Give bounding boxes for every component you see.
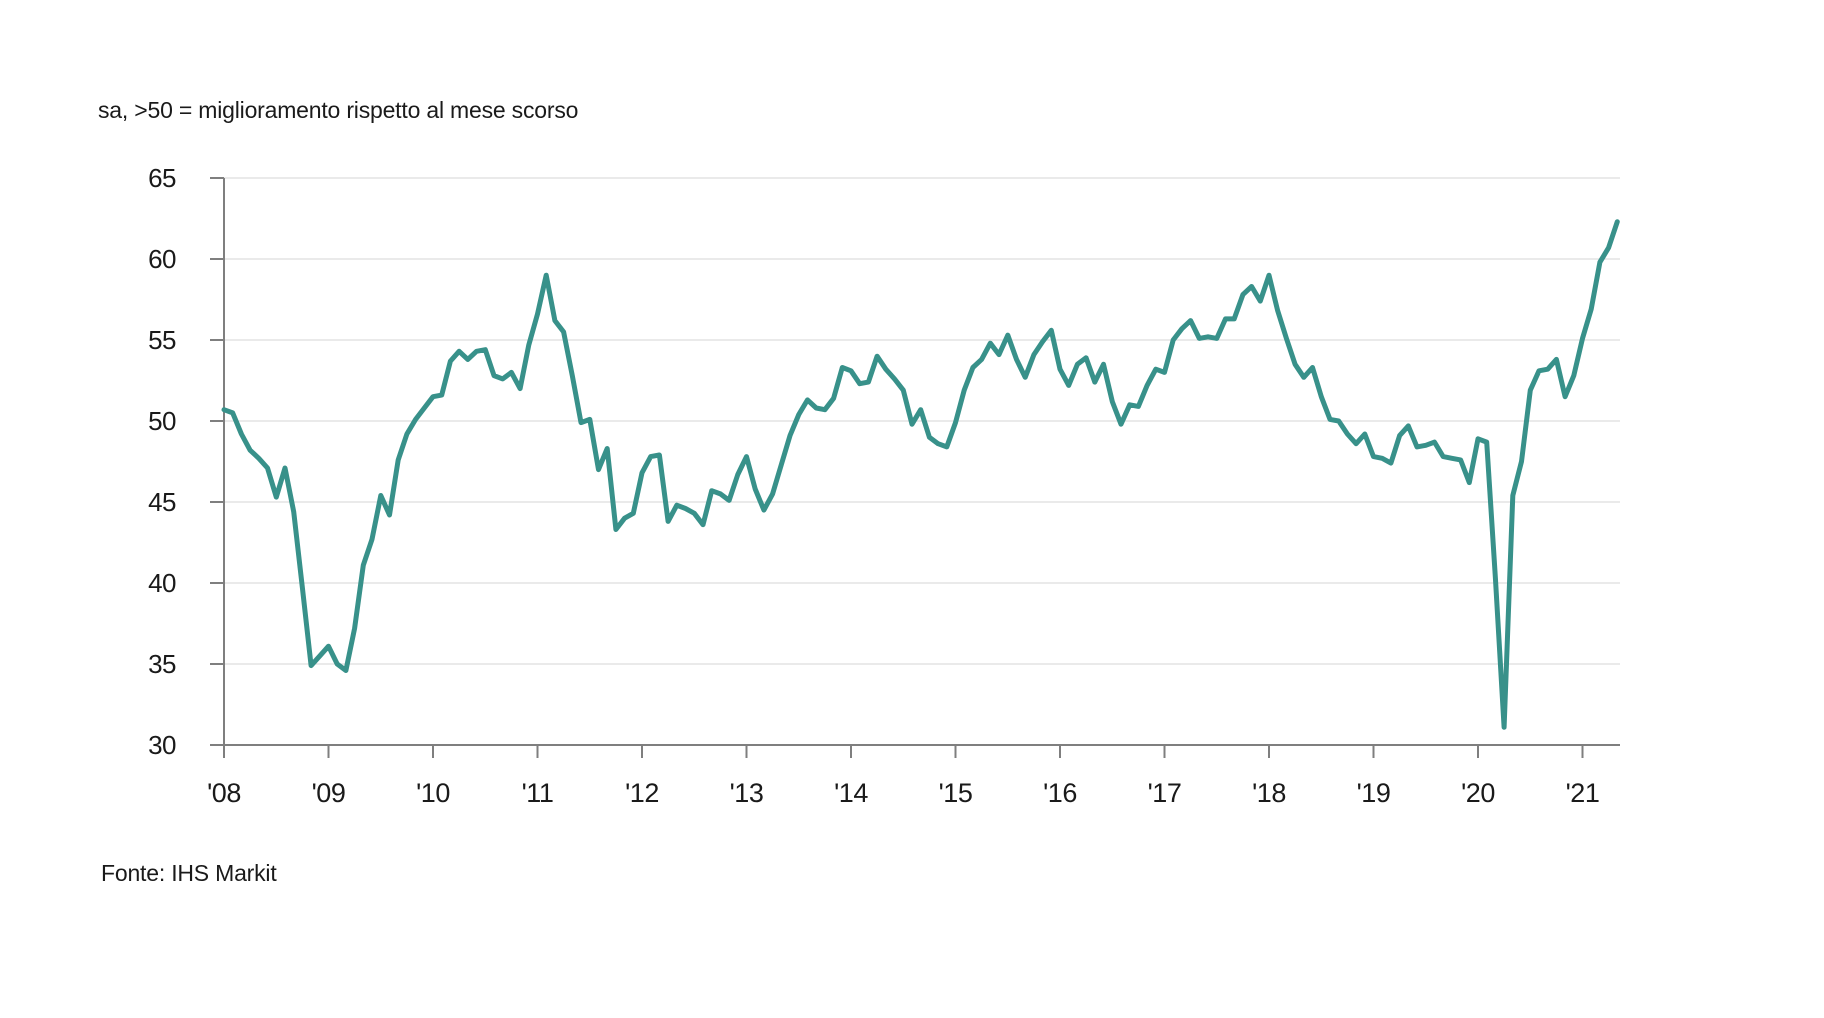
x-tick-label: '12 [625, 778, 659, 808]
x-tick-label: '10 [416, 778, 450, 808]
y-tick-label: 50 [148, 406, 176, 436]
x-tick-label: '11 [522, 778, 554, 808]
pmi-line-series [221, 219, 1620, 730]
source-note: Fonte: IHS Markit [101, 860, 277, 886]
chart-subtitle: sa, >50 = miglioramento rispetto al mese… [98, 97, 579, 123]
y-tick-label: 40 [148, 568, 176, 598]
x-tick-label: '21 [1566, 778, 1600, 808]
x-tick-label: '08 [207, 778, 241, 808]
x-tick-label: '15 [939, 778, 973, 808]
x-tick-label: '13 [730, 778, 764, 808]
y-tick-label: 65 [148, 163, 176, 193]
y-tick-label: 60 [148, 244, 176, 274]
x-tick-label: '18 [1252, 778, 1286, 808]
y-tick-label: 35 [148, 649, 176, 679]
x-tick-label: '17 [1148, 778, 1182, 808]
x-tick-label: '19 [1357, 778, 1391, 808]
x-tick-label: '09 [312, 778, 346, 808]
y-tick-label: 30 [148, 730, 176, 760]
x-tick-label: '16 [1043, 778, 1077, 808]
x-tick-label: '14 [834, 778, 868, 808]
y-tick-label: 55 [148, 325, 176, 355]
y-tick-label: 45 [148, 487, 176, 517]
x-tick-label: '20 [1461, 778, 1495, 808]
